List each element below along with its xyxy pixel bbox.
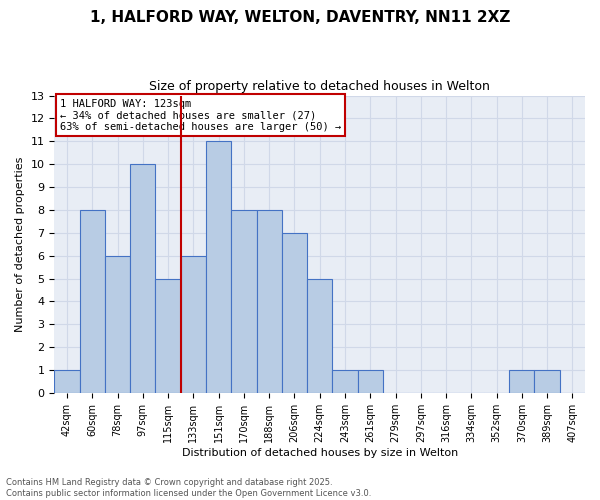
Bar	[155, 278, 181, 393]
Bar	[307, 278, 332, 393]
X-axis label: Distribution of detached houses by size in Welton: Distribution of detached houses by size …	[182, 448, 458, 458]
Bar	[105, 256, 130, 393]
Bar	[535, 370, 560, 393]
Bar	[80, 210, 105, 393]
Bar	[358, 370, 383, 393]
Title: Size of property relative to detached houses in Welton: Size of property relative to detached ho…	[149, 80, 490, 93]
Bar	[332, 370, 358, 393]
Bar	[55, 370, 80, 393]
Text: 1, HALFORD WAY, WELTON, DAVENTRY, NN11 2XZ: 1, HALFORD WAY, WELTON, DAVENTRY, NN11 2…	[90, 10, 510, 25]
Bar	[206, 142, 231, 393]
Bar	[130, 164, 155, 393]
Y-axis label: Number of detached properties: Number of detached properties	[15, 156, 25, 332]
Bar	[282, 233, 307, 393]
Bar	[257, 210, 282, 393]
Bar	[181, 256, 206, 393]
Text: 1 HALFORD WAY: 123sqm
← 34% of detached houses are smaller (27)
63% of semi-deta: 1 HALFORD WAY: 123sqm ← 34% of detached …	[60, 98, 341, 132]
Text: Contains HM Land Registry data © Crown copyright and database right 2025.
Contai: Contains HM Land Registry data © Crown c…	[6, 478, 371, 498]
Bar	[509, 370, 535, 393]
Bar	[231, 210, 257, 393]
